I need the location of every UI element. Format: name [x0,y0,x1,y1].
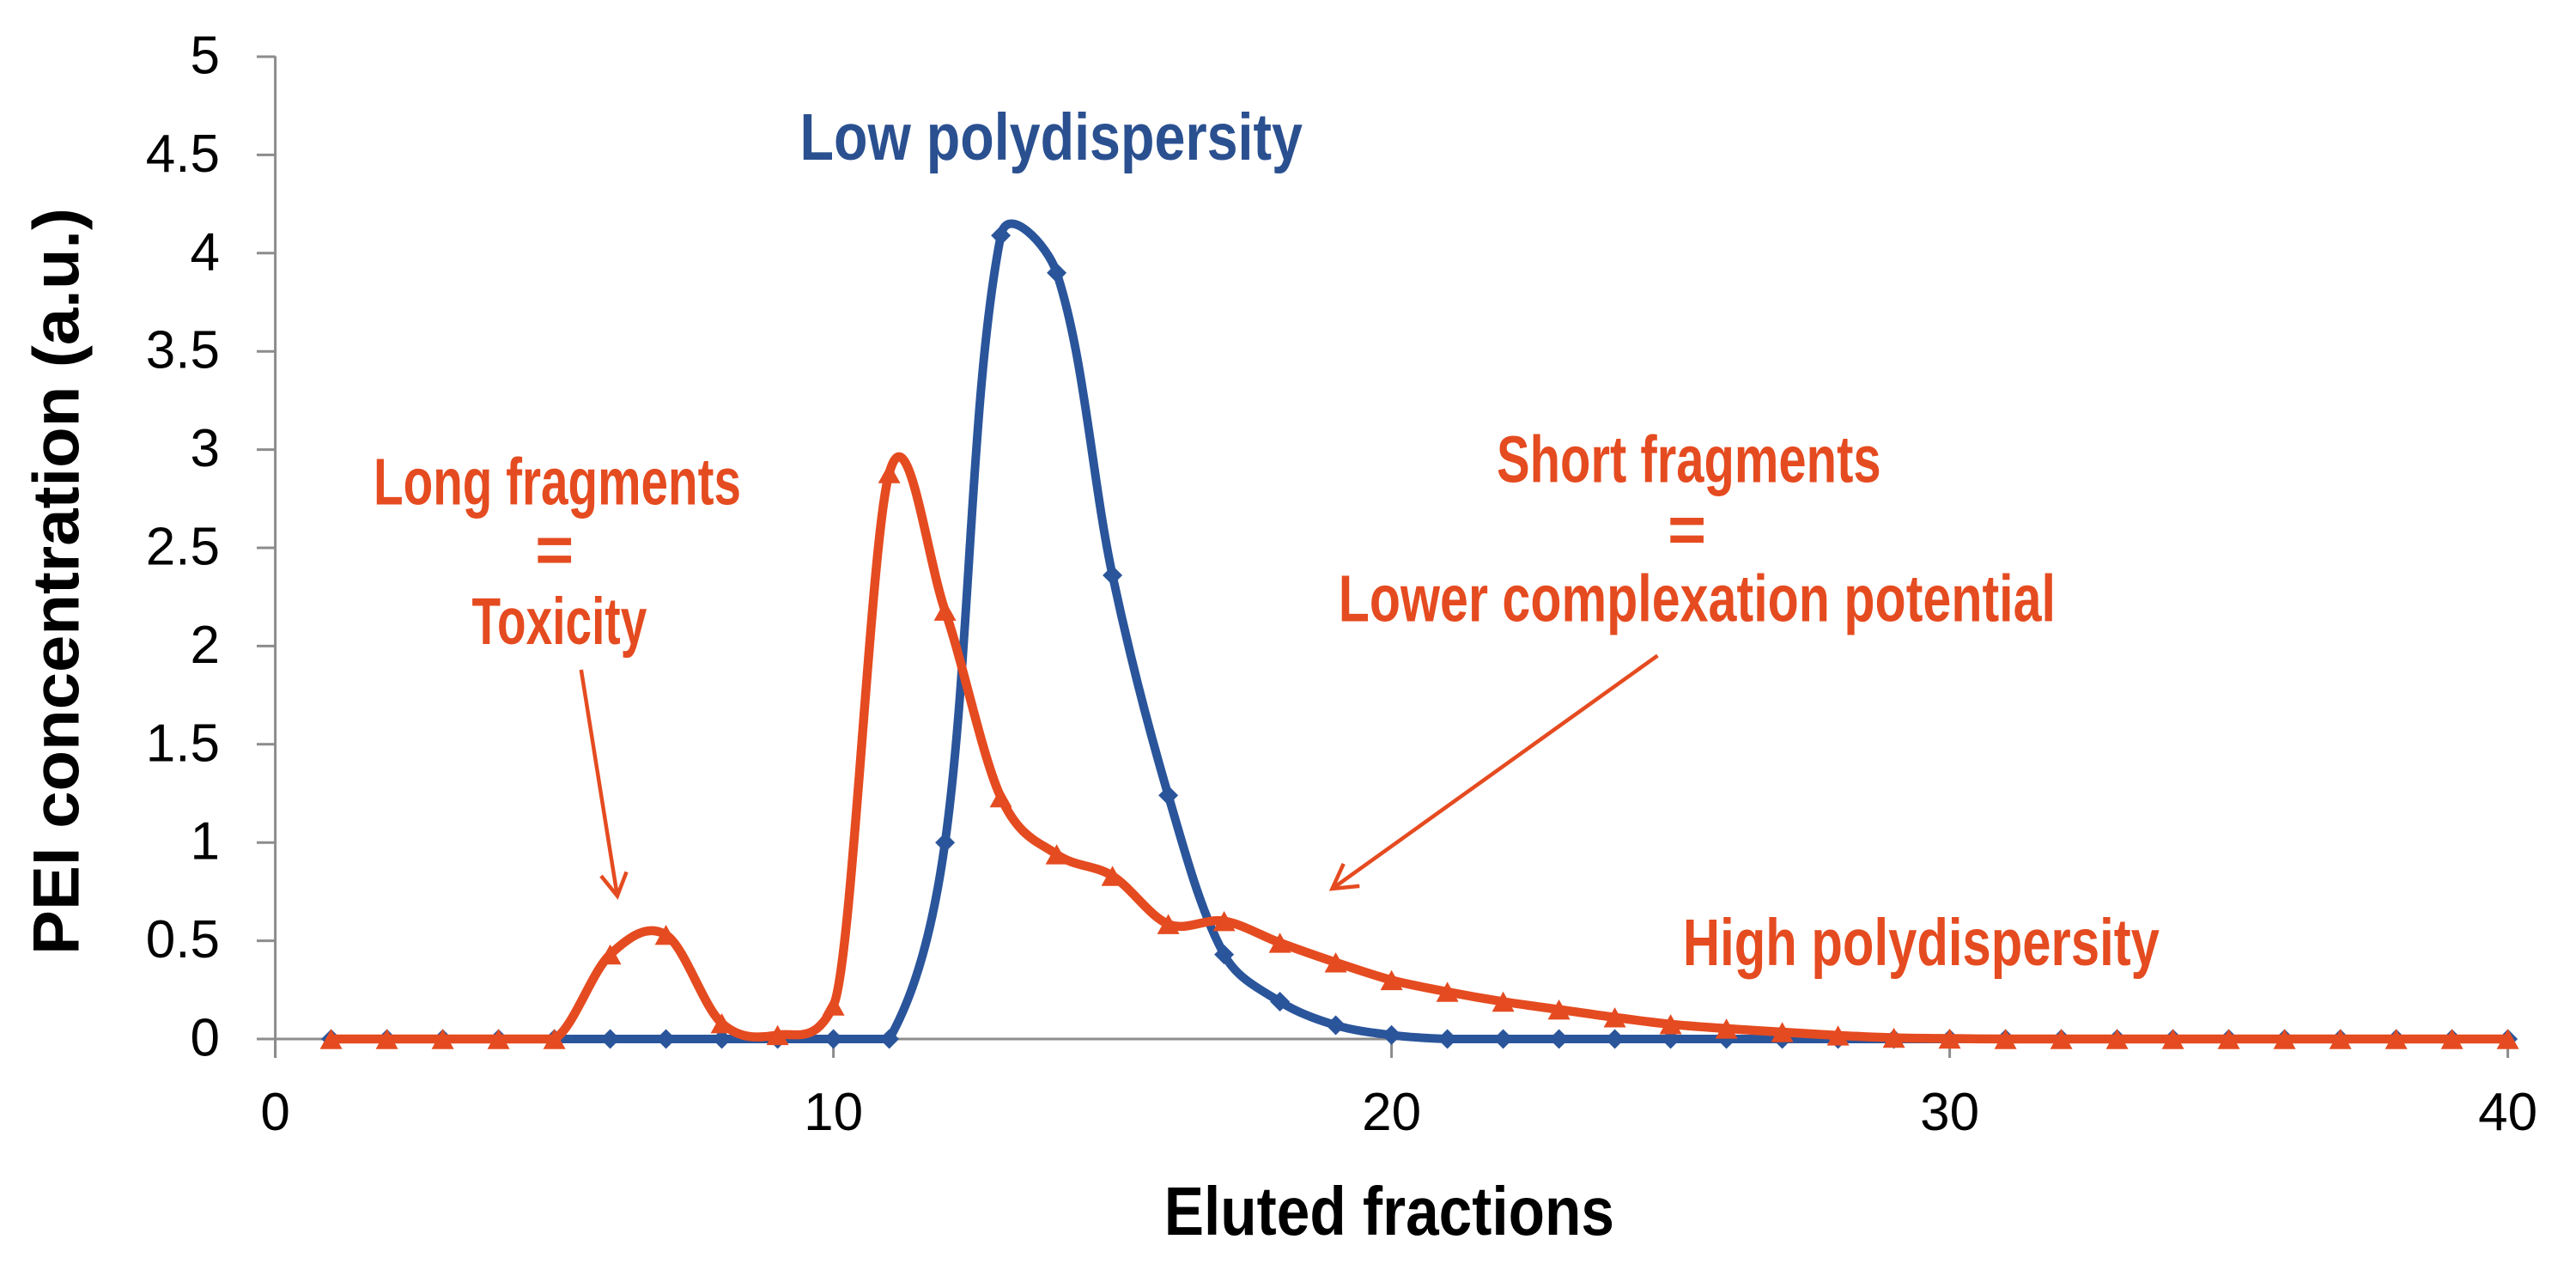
svg-text:High polydispersity: High polydispersity [1683,906,2160,980]
svg-text:20: 20 [1362,1083,1421,1142]
svg-text:4.5: 4.5 [146,125,220,184]
svg-text:Short fragments: Short fragments [1497,423,1881,497]
svg-text:2.5: 2.5 [146,518,220,577]
svg-text:0.5: 0.5 [146,910,220,969]
svg-text:4: 4 [191,222,220,282]
svg-text:Lower complexation potential: Lower complexation potential [1339,562,2056,636]
svg-text:10: 10 [804,1083,863,1142]
svg-text:30: 30 [1920,1083,1979,1142]
svg-text:40: 40 [2478,1083,2537,1142]
svg-text:1.5: 1.5 [146,714,220,773]
svg-text:0: 0 [191,1009,220,1068]
svg-text:Low polydispersity: Low polydispersity [800,100,1303,174]
svg-text:3.5: 3.5 [146,321,220,380]
svg-text:Long fragments: Long fragments [374,446,741,519]
svg-text:=: = [535,513,574,587]
svg-text:Eluted fractions: Eluted fractions [1164,1173,1614,1249]
svg-text:=: = [1668,493,1706,567]
svg-text:0: 0 [260,1083,289,1142]
svg-text:3: 3 [191,419,220,478]
svg-text:5: 5 [191,27,220,86]
svg-text:PEI concentration (a.u.): PEI concentration (a.u.) [20,208,93,955]
svg-text:Toxicity: Toxicity [472,585,647,659]
svg-text:1: 1 [191,812,220,872]
svg-text:2: 2 [191,616,220,675]
